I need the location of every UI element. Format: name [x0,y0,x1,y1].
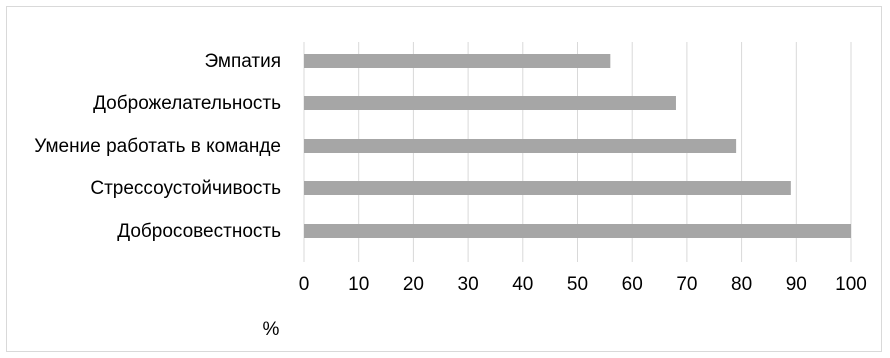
x-tick-label: 40 [512,274,533,295]
x-tick-labels: 0 10 20 30 40 50 60 70 80 90 100 [299,274,867,295]
bar [304,54,611,68]
x-tick-label: 70 [676,274,697,295]
bar [304,181,791,195]
category-label: Стрессоустойчивость [90,178,281,199]
x-tick-label: 100 [835,274,867,295]
x-tick-label: 10 [348,274,369,295]
category-label: Эмпатия [204,51,281,72]
x-tick-label: 60 [622,274,643,295]
x-tick-label: 50 [567,274,588,295]
x-tick-label: 90 [786,274,807,295]
x-axis-title: % [263,319,280,340]
category-labels: Эмпатия Доброжелательность Умение работать… [34,51,281,242]
bar [304,224,851,238]
bar [304,139,737,153]
x-tick-label: 20 [403,274,424,295]
x-tick-label: 80 [731,274,752,295]
x-tick-label: 0 [299,274,310,295]
bar [304,96,676,110]
category-label: Добросовестность [117,221,281,242]
x-tick-label: 30 [458,274,479,295]
category-label: Умение работать в команде [34,136,281,157]
category-label: Доброжелательность [93,93,281,114]
bars [304,54,851,238]
